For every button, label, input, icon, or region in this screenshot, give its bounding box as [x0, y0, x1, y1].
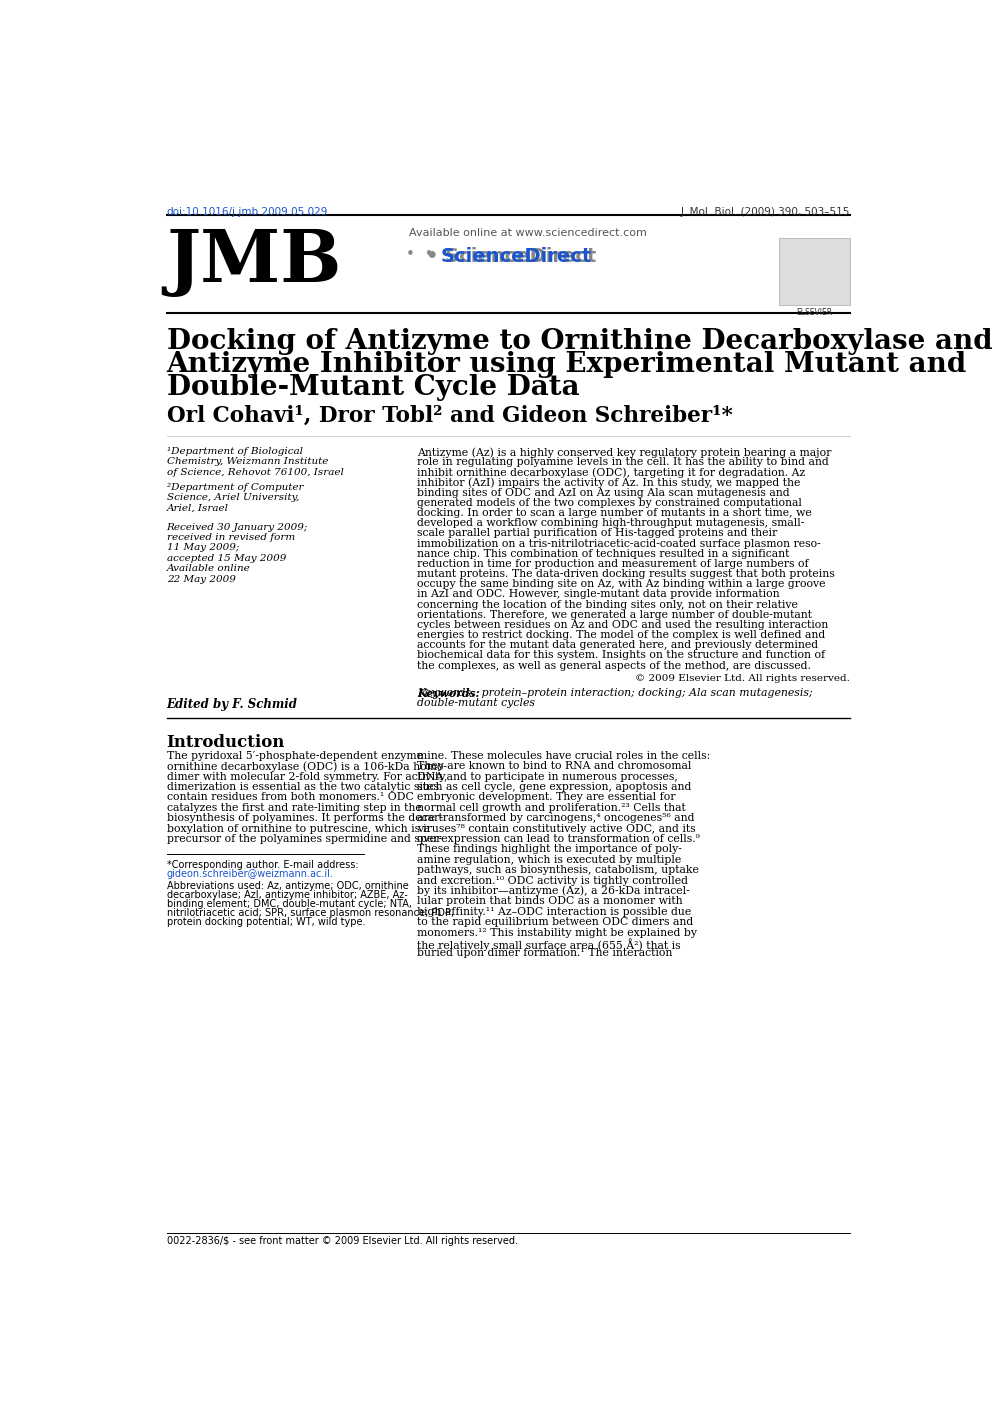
Text: by its inhibitor—antizyme (Az), a 26-kDa intracel-: by its inhibitor—antizyme (Az), a 26-kDa…: [417, 885, 689, 897]
Text: JMB: JMB: [167, 226, 342, 297]
Text: reduction in time for production and measurement of large numbers of: reduction in time for production and mea…: [417, 558, 808, 568]
Text: protein docking potential; WT, wild type.: protein docking potential; WT, wild type…: [167, 916, 365, 927]
Text: biochemical data for this system. Insights on the structure and function of: biochemical data for this system. Insigh…: [417, 651, 825, 661]
Text: Chemistry, Weizmann Institute: Chemistry, Weizmann Institute: [167, 457, 328, 466]
Text: inhibitor (AzI) impairs the activity of Az. In this study, we mapped the: inhibitor (AzI) impairs the activity of …: [417, 477, 801, 488]
Text: 0022-2836/$ - see front matter © 2009 Elsevier Ltd. All rights reserved.: 0022-2836/$ - see front matter © 2009 El…: [167, 1236, 518, 1246]
Text: *Corresponding author. E-mail address:: *Corresponding author. E-mail address:: [167, 860, 358, 870]
Text: generated models of the two complexes by constrained computational: generated models of the two complexes by…: [417, 498, 802, 508]
Text: Ariel, Israel: Ariel, Israel: [167, 504, 228, 512]
Text: double-mutant cycles: double-mutant cycles: [417, 699, 535, 709]
Text: pathways, such as biosynthesis, catabolism, uptake: pathways, such as biosynthesis, cataboli…: [417, 866, 698, 875]
Text: Edited by F. Schmid: Edited by F. Schmid: [167, 699, 298, 711]
Text: immobilization on a tris-nitrilotriacetic-acid-coated surface plasmon reso-: immobilization on a tris-nitrilotriaceti…: [417, 539, 820, 549]
Text: of Science, Rehovot 76100, Israel: of Science, Rehovot 76100, Israel: [167, 467, 343, 477]
Text: mutant proteins. The data-driven docking results suggest that both proteins: mutant proteins. The data-driven docking…: [417, 570, 834, 579]
Text: contain residues from both monomers.¹ ODC: contain residues from both monomers.¹ OD…: [167, 793, 414, 803]
Text: Keywords:: Keywords:: [417, 687, 479, 699]
Text: © 2009 Elsevier Ltd. All rights reserved.: © 2009 Elsevier Ltd. All rights reserved…: [635, 673, 850, 683]
Text: developed a workflow combining high-throughput mutagenesis, small-: developed a workflow combining high-thro…: [417, 518, 805, 529]
Text: Docking of Antizyme to Ornithine Decarboxylase and: Docking of Antizyme to Ornithine Decarbo…: [167, 328, 992, 355]
Text: are transformed by carcinogens,⁴ oncogenes⁵⁶ and: are transformed by carcinogens,⁴ oncogen…: [417, 814, 694, 824]
Text: the relatively small surface area (655 Å²) that is: the relatively small surface area (655 Å…: [417, 937, 681, 951]
Text: ²Department of Computer: ²Department of Computer: [167, 483, 304, 491]
Text: Double-Mutant Cycle Data: Double-Mutant Cycle Data: [167, 375, 579, 401]
Text: Received 30 January 2009;: Received 30 January 2009;: [167, 522, 308, 532]
Text: in AzI and ODC. However, single-mutant data provide information: in AzI and ODC. However, single-mutant d…: [417, 589, 780, 599]
Text: occupy the same binding site on Az, with Az binding within a large groove: occupy the same binding site on Az, with…: [417, 579, 825, 589]
Text: Antizyme (Az) is a highly conserved key regulatory protein bearing a major: Antizyme (Az) is a highly conserved key …: [417, 448, 831, 457]
Text: boxylation of ornithine to putrescine, which is a: boxylation of ornithine to putrescine, w…: [167, 824, 430, 833]
Text: concerning the location of the binding sites only, not on their relative: concerning the location of the binding s…: [417, 599, 798, 609]
Text: nitrilotriacetic acid; SPR, surface plasmon resonance; PDP,: nitrilotriacetic acid; SPR, surface plas…: [167, 908, 453, 918]
Text: Keywords:  protein–protein interaction; docking; Ala scan mutagenesis;: Keywords: protein–protein interaction; d…: [417, 687, 812, 697]
Text: embryonic development. They are essential for: embryonic development. They are essentia…: [417, 793, 676, 803]
Text: role in regulating polyamine levels in the cell. It has the ability to bind and: role in regulating polyamine levels in t…: [417, 457, 828, 467]
Text: ornithine decarboxylase (ODC) is a 106-kDa homo-: ornithine decarboxylase (ODC) is a 106-k…: [167, 762, 446, 772]
Text: Orl Cohavi¹, Dror Tobl² and Gideon Schreiber¹*: Orl Cohavi¹, Dror Tobl² and Gideon Schre…: [167, 404, 732, 427]
Text: buried upon dimer formation.¹ The interaction: buried upon dimer formation.¹ The intera…: [417, 948, 673, 958]
Text: high affinity.¹¹ Az–ODC interaction is possible due: high affinity.¹¹ Az–ODC interaction is p…: [417, 906, 691, 916]
Text: Introduction: Introduction: [167, 734, 285, 751]
Text: the complexes, as well as general aspects of the method, are discussed.: the complexes, as well as general aspect…: [417, 661, 810, 671]
Text: accepted 15 May 2009: accepted 15 May 2009: [167, 554, 286, 563]
Text: to the rapid equilibrium between ODC dimers and: to the rapid equilibrium between ODC dim…: [417, 918, 693, 927]
Bar: [779, 237, 850, 306]
Text: ELSEVIER: ELSEVIER: [797, 309, 832, 317]
Text: nance chip. This combination of techniques resulted in a significant: nance chip. This combination of techniqu…: [417, 549, 790, 558]
Text: catalyzes the first and rate-limiting step in the: catalyzes the first and rate-limiting st…: [167, 803, 422, 812]
Text: dimerization is essential as the two catalytic sites: dimerization is essential as the two cat…: [167, 781, 438, 791]
Text: gideon.schreiber@weizmann.ac.il.: gideon.schreiber@weizmann.ac.il.: [167, 868, 333, 880]
Text: Antizyme Inhibitor using Experimental Mutant and: Antizyme Inhibitor using Experimental Mu…: [167, 351, 967, 377]
Text: inhibit ornithine decarboxylase (ODC), targeting it for degradation. Az: inhibit ornithine decarboxylase (ODC), t…: [417, 467, 806, 478]
Text: Science, Ariel University,: Science, Ariel University,: [167, 492, 299, 502]
Text: •  •: • •: [406, 247, 434, 262]
Text: binding element; DMC, double-mutant cycle; NTA,: binding element; DMC, double-mutant cycl…: [167, 899, 412, 909]
Text: dimer with molecular 2-fold symmetry. For activity,: dimer with molecular 2-fold symmetry. Fo…: [167, 772, 447, 781]
Text: DNA and to participate in numerous processes,: DNA and to participate in numerous proce…: [417, 772, 678, 781]
Text: decarboxylase; AzI, antizyme inhibitor; AZBE, Az-: decarboxylase; AzI, antizyme inhibitor; …: [167, 890, 408, 901]
Text: J. Mol. Biol. (2009) 390, 503–515: J. Mol. Biol. (2009) 390, 503–515: [681, 206, 850, 217]
Text: Available online: Available online: [167, 564, 250, 574]
Text: They are known to bind to RNA and chromosomal: They are known to bind to RNA and chromo…: [417, 762, 691, 772]
Text: received in revised form: received in revised form: [167, 533, 295, 542]
Text: 22 May 2009: 22 May 2009: [167, 575, 235, 584]
Text: amine regulation, which is executed by multiple: amine regulation, which is executed by m…: [417, 854, 682, 864]
Text: energies to restrict docking. The model of the complex is well defined and: energies to restrict docking. The model …: [417, 630, 825, 640]
Text: doi:10.1016/j.jmb.2009.05.029: doi:10.1016/j.jmb.2009.05.029: [167, 206, 328, 217]
Text: monomers.¹² This instability might be explained by: monomers.¹² This instability might be ex…: [417, 927, 697, 937]
Text: Abbreviations used: Az, antizyme; ODC, ornithine: Abbreviations used: Az, antizyme; ODC, o…: [167, 881, 409, 891]
Text: The pyridoxal 5′-phosphate-dependent enzyme: The pyridoxal 5′-phosphate-dependent enz…: [167, 751, 423, 760]
Text: such as cell cycle, gene expression, apoptosis and: such as cell cycle, gene expression, apo…: [417, 781, 691, 791]
Text: lular protein that binds ODC as a monomer with: lular protein that binds ODC as a monome…: [417, 897, 682, 906]
Text: • ScienceDirect: • ScienceDirect: [427, 247, 596, 267]
Text: orientations. Therefore, we generated a large number of double-mutant: orientations. Therefore, we generated a …: [417, 610, 811, 620]
Text: mine. These molecules have crucial roles in the cells:: mine. These molecules have crucial roles…: [417, 751, 710, 760]
Text: normal cell growth and proliferation.²³ Cells that: normal cell growth and proliferation.²³ …: [417, 803, 685, 812]
Text: Available online at www.sciencedirect.com: Available online at www.sciencedirect.co…: [409, 229, 647, 239]
Text: viruses⁷⁸ contain constitutively active ODC, and its: viruses⁷⁸ contain constitutively active …: [417, 824, 695, 833]
Text: biosynthesis of polyamines. It performs the decar-: biosynthesis of polyamines. It performs …: [167, 814, 442, 824]
Text: and excretion.¹⁰ ODC activity is tightly controlled: and excretion.¹⁰ ODC activity is tightly…: [417, 875, 687, 885]
Text: 11 May 2009;: 11 May 2009;: [167, 543, 239, 553]
Text: accounts for the mutant data generated here, and previously determined: accounts for the mutant data generated h…: [417, 640, 818, 650]
Text: precursor of the polyamines spermidine and sper-: precursor of the polyamines spermidine a…: [167, 833, 441, 845]
Text: ScienceDirect: ScienceDirect: [440, 247, 591, 267]
Text: scale parallel partial purification of His-tagged proteins and their: scale parallel partial purification of H…: [417, 529, 777, 539]
Text: These findings highlight the importance of poly-: These findings highlight the importance …: [417, 845, 682, 854]
Text: overexpression can lead to transformation of cells.⁹: overexpression can lead to transformatio…: [417, 833, 699, 845]
Text: docking. In order to scan a large number of mutants in a short time, we: docking. In order to scan a large number…: [417, 508, 811, 518]
Text: cycles between residues on Az and ODC and used the resulting interaction: cycles between residues on Az and ODC an…: [417, 620, 828, 630]
Text: binding sites of ODC and AzI on Az using Ala scan mutagenesis and: binding sites of ODC and AzI on Az using…: [417, 488, 790, 498]
Text: ¹Department of Biological: ¹Department of Biological: [167, 448, 303, 456]
